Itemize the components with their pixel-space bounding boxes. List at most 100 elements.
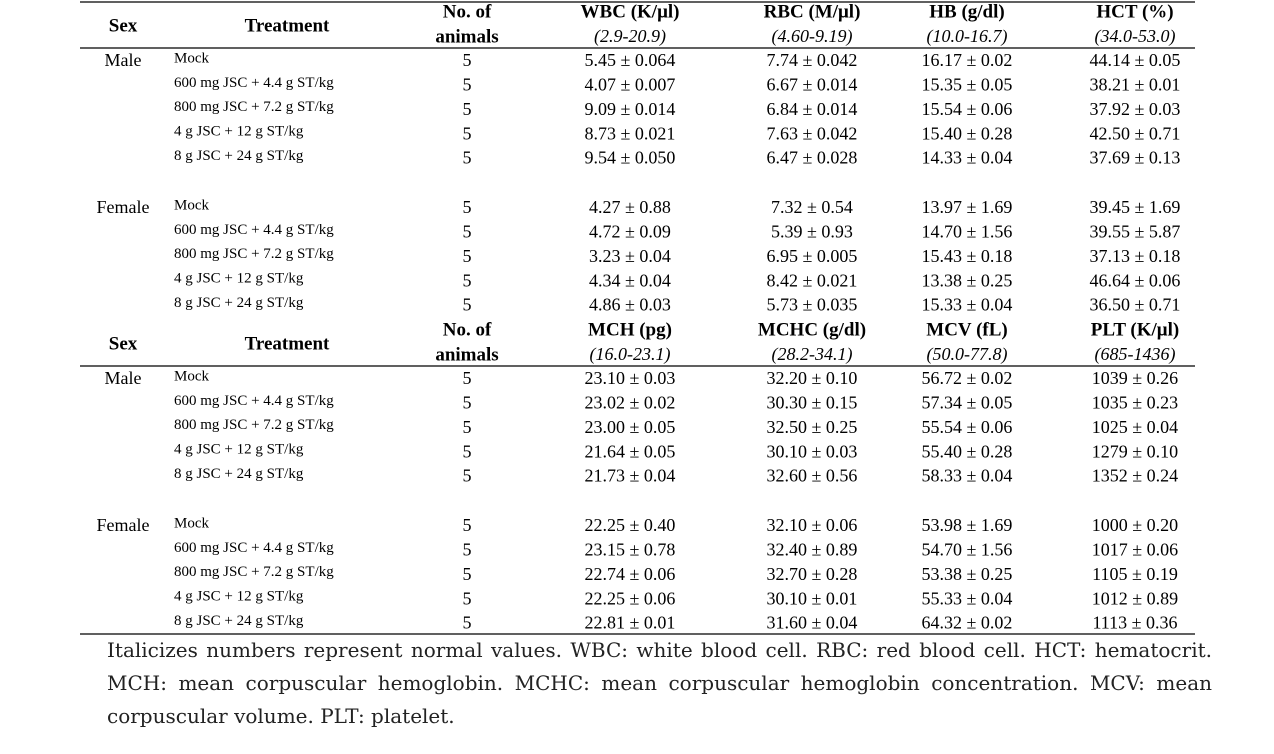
cell-value: 9.54 ± 0.050 [585, 148, 676, 168]
cell-value: 21.73 ± 0.04 [585, 466, 676, 486]
treatment: 800 mg JSC + 7.2 g ST/kg [174, 564, 334, 580]
cell-value: 5.45 ± 0.064 [585, 50, 676, 70]
cell-value: 44.14 ± 0.05 [1090, 50, 1181, 70]
cell-value: 32.20 ± 0.10 [767, 368, 858, 388]
cell-value: 55.40 ± 0.28 [922, 441, 1013, 461]
cell-value: 32.60 ± 0.56 [767, 466, 858, 486]
cell-value: 32.70 ± 0.28 [767, 564, 858, 584]
animal-count: 5 [463, 197, 472, 217]
cell-value: 37.92 ± 0.03 [1090, 99, 1181, 119]
animal-count: 5 [463, 123, 472, 143]
cell-value: 21.64 ± 0.05 [585, 441, 676, 461]
animal-count: 5 [463, 613, 472, 633]
cell-value: 6.84 ± 0.014 [767, 99, 858, 119]
cell-value: 46.64 ± 0.06 [1090, 270, 1181, 290]
treatment: 600 mg JSC + 4.4 g ST/kg [174, 540, 334, 556]
header-range: (685-1436) [1095, 344, 1176, 365]
treatment: Mock [174, 50, 209, 66]
cell-value: 57.34 ± 0.05 [922, 393, 1013, 413]
animal-count: 5 [463, 441, 472, 461]
sex-label: Female [97, 515, 150, 535]
header-animals: animals [435, 26, 498, 47]
header-treatment: Treatment [245, 15, 330, 36]
animal-count: 5 [463, 588, 472, 608]
header-column: MCH (pg) [588, 319, 672, 340]
header-range: (4.60-9.19) [772, 26, 853, 47]
cell-value: 36.50 ± 0.71 [1090, 295, 1181, 315]
header-column: WBC (K/μl) [581, 1, 680, 22]
cell-value: 39.55 ± 5.87 [1090, 222, 1181, 242]
cell-value: 42.50 ± 0.71 [1090, 123, 1181, 143]
header-treatment: Treatment [245, 333, 330, 354]
animal-count: 5 [463, 222, 472, 242]
animal-count: 5 [463, 75, 472, 95]
cell-value: 1012 ± 0.89 [1092, 588, 1178, 608]
treatment: 600 mg JSC + 4.4 g ST/kg [174, 222, 334, 238]
header-range: (50.0-77.8) [927, 344, 1008, 365]
treatment: 8 g JSC + 24 g ST/kg [174, 295, 304, 311]
cell-value: 23.15 ± 0.78 [585, 540, 676, 560]
header-column: MCHC (g/dl) [758, 319, 866, 340]
animal-count: 5 [463, 540, 472, 560]
sex-label: Female [97, 197, 150, 217]
header-animals: animals [435, 344, 498, 365]
animal-count: 5 [463, 515, 472, 535]
cell-value: 15.33 ± 0.04 [922, 295, 1013, 315]
header-range: (28.2-34.1) [772, 344, 853, 365]
cell-value: 1035 ± 0.23 [1092, 393, 1178, 413]
cell-value: 4.86 ± 0.03 [589, 295, 671, 315]
animal-count: 5 [463, 393, 472, 413]
cell-value: 56.72 ± 0.02 [922, 368, 1013, 388]
header-sex: Sex [109, 333, 138, 354]
cell-value: 32.50 ± 0.25 [767, 417, 858, 437]
cell-value: 14.33 ± 0.04 [922, 148, 1013, 168]
cell-value: 38.21 ± 0.01 [1090, 75, 1181, 95]
header-range: (10.0-16.7) [927, 26, 1008, 47]
treatment: Mock [174, 515, 209, 531]
header-column: HCT (%) [1096, 1, 1173, 22]
header-animals: No. of [443, 319, 492, 340]
animal-count: 5 [463, 368, 472, 388]
cell-value: 23.00 ± 0.05 [585, 417, 676, 437]
treatment: 8 g JSC + 24 g ST/kg [174, 148, 304, 164]
header-column: MCV (fL) [926, 319, 1007, 340]
cell-value: 30.10 ± 0.01 [767, 588, 858, 608]
cell-value: 6.47 ± 0.028 [767, 148, 858, 168]
cell-value: 15.43 ± 0.18 [922, 246, 1013, 266]
table: Sex Treatment No. of animals WBC (K/μl) (2.9-… [80, 1, 1195, 635]
cell-value: 30.30 ± 0.15 [767, 393, 858, 413]
cell-value: 22.25 ± 0.06 [585, 588, 676, 608]
cell-value: 54.70 ± 1.56 [922, 540, 1013, 560]
cell-value: 53.98 ± 1.69 [922, 515, 1013, 535]
cell-value: 7.74 ± 0.042 [767, 50, 858, 70]
sex-label: Male [105, 368, 142, 388]
cell-value: 15.40 ± 0.28 [922, 123, 1013, 143]
header-range: (34.0-53.0) [1095, 26, 1176, 47]
cell-value: 13.38 ± 0.25 [922, 270, 1013, 290]
cell-value: 14.70 ± 1.56 [922, 222, 1013, 242]
header-range: (16.0-23.1) [590, 344, 671, 365]
cell-value: 22.81 ± 0.01 [585, 613, 676, 633]
treatment: 8 g JSC + 24 g ST/kg [174, 613, 304, 629]
treatment: 4 g JSC + 12 g ST/kg [174, 124, 304, 140]
cell-value: 7.32 ± 0.54 [771, 197, 853, 217]
animal-count: 5 [463, 295, 472, 315]
cell-value: 8.73 ± 0.021 [585, 123, 676, 143]
cell-value: 7.63 ± 0.042 [767, 123, 858, 143]
cell-value: 4.27 ± 0.88 [589, 197, 671, 217]
cell-value: 6.67 ± 0.014 [767, 75, 858, 95]
treatment: 600 mg JSC + 4.4 g ST/kg [174, 393, 334, 409]
animal-count: 5 [463, 99, 472, 119]
footnote: Italicizes numbers represent normal valu… [107, 638, 1212, 728]
cell-value: 58.33 ± 0.04 [922, 466, 1013, 486]
cell-value: 1105 ± 0.19 [1092, 564, 1178, 584]
cell-value: 22.25 ± 0.40 [585, 515, 676, 535]
cell-value: 15.54 ± 0.06 [922, 99, 1013, 119]
treatment: 600 mg JSC + 4.4 g ST/kg [174, 75, 334, 91]
treatment: 800 mg JSC + 7.2 g ST/kg [174, 417, 334, 433]
cell-value: 32.40 ± 0.89 [767, 540, 858, 560]
cell-value: 5.39 ± 0.93 [771, 222, 853, 242]
cell-value: 1039 ± 0.26 [1092, 368, 1178, 388]
treatment: 4 g JSC + 12 g ST/kg [174, 589, 304, 605]
